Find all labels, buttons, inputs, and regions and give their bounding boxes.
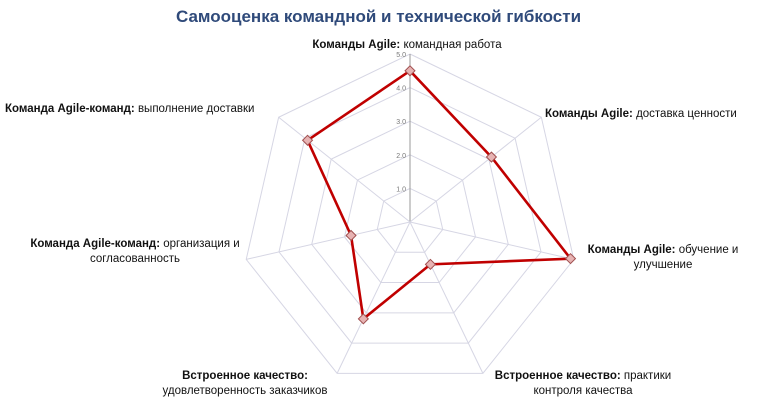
tick-label: 4.0: [396, 86, 406, 93]
axis-label-organization: Команда Agile-команд: организация и согл…: [30, 238, 240, 265]
grid-ring: [278, 87, 542, 344]
axis-spoke: [409, 221, 484, 374]
axis-spoke: [409, 116, 542, 223]
series-line: [305, 69, 574, 322]
data-point: [345, 229, 357, 242]
axis-label-quality-practices: Встроенное качество: практики контроля к…: [494, 370, 672, 397]
axis-label-value-delivery: Команды Agile: доставка ценности: [545, 108, 737, 120]
axis-label-delivery-execution: Команда Agile-команд: выполнение доставк…: [5, 103, 255, 115]
axis-spoke: [246, 221, 411, 260]
tick-label: 3.0: [396, 119, 406, 126]
data-point: [357, 313, 370, 325]
axis-spoke: [278, 116, 411, 223]
axis-label-teamwork: Команды Agile: командная работа: [312, 39, 502, 51]
axis-label-customer-satisfaction: Встроенное качество: удовлетворенность з…: [162, 370, 328, 397]
grid-ring: [311, 120, 509, 314]
tick-label: 5.0: [396, 52, 406, 59]
axis-label-learning: Команды Agile: обучение и улучшение: [587, 244, 739, 271]
grid-ring: [245, 53, 575, 374]
chart-title: Самооценка командной и технической гибко…: [175, 7, 582, 26]
data-point: [404, 65, 416, 77]
data-point: [424, 258, 437, 271]
data-point: [301, 134, 314, 146]
data-point: [485, 151, 498, 163]
data-point: [564, 252, 577, 265]
tick-label: 2.0: [396, 153, 406, 160]
axis-spoke: [336, 221, 411, 374]
grid-ring: [376, 187, 444, 253]
tick-label: 1.0: [396, 186, 406, 193]
axis-spoke: [409, 221, 574, 260]
